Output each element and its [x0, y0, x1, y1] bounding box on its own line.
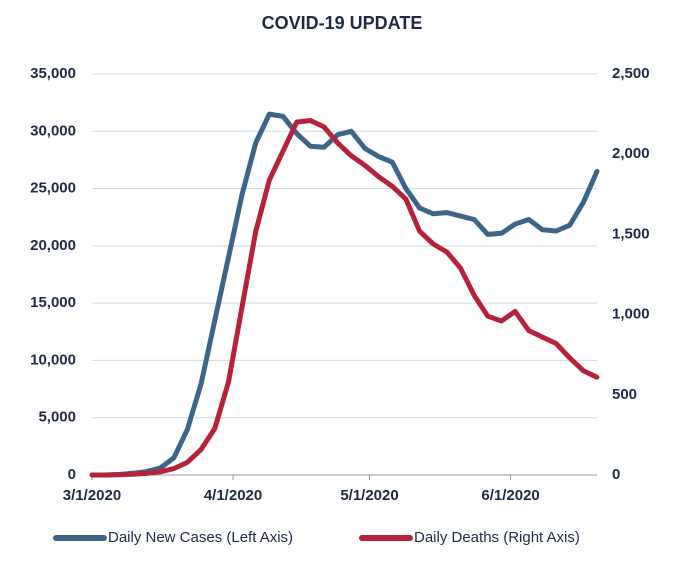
- y-tick-label: 5,000: [38, 409, 76, 426]
- y-tick-label: 30,000: [30, 122, 76, 139]
- y2-tick-label: 0: [612, 466, 620, 483]
- chart-title: COVID-19 UPDATE: [262, 13, 423, 33]
- data-line: [89, 118, 600, 478]
- y2-tick-label: 1,500: [612, 225, 650, 242]
- y-tick-label: 35,000: [30, 65, 76, 82]
- y-tick-label: 0: [68, 466, 76, 483]
- y2-tick-label: 2,000: [612, 145, 650, 162]
- legend-label: Daily New Cases (Left Axis): [108, 529, 293, 546]
- data-line: [89, 111, 600, 478]
- y-tick-label: 10,000: [30, 351, 76, 368]
- y-tick-label: 15,000: [30, 294, 76, 311]
- y2-tick-label: 2,500: [612, 65, 650, 82]
- x-tick-label: 6/1/2020: [481, 487, 539, 504]
- y2-tick-label: 1,000: [612, 306, 650, 323]
- y-tick-label: 25,000: [30, 180, 76, 197]
- legend-label: Daily Deaths (Right Axis): [414, 529, 580, 546]
- y-tick-label: 20,000: [30, 237, 76, 254]
- x-tick-label: 4/1/2020: [204, 487, 262, 504]
- y2-tick-label: 500: [612, 386, 637, 403]
- x-tick-label: 5/1/2020: [340, 487, 398, 504]
- x-tick-label: 3/1/2020: [63, 487, 121, 504]
